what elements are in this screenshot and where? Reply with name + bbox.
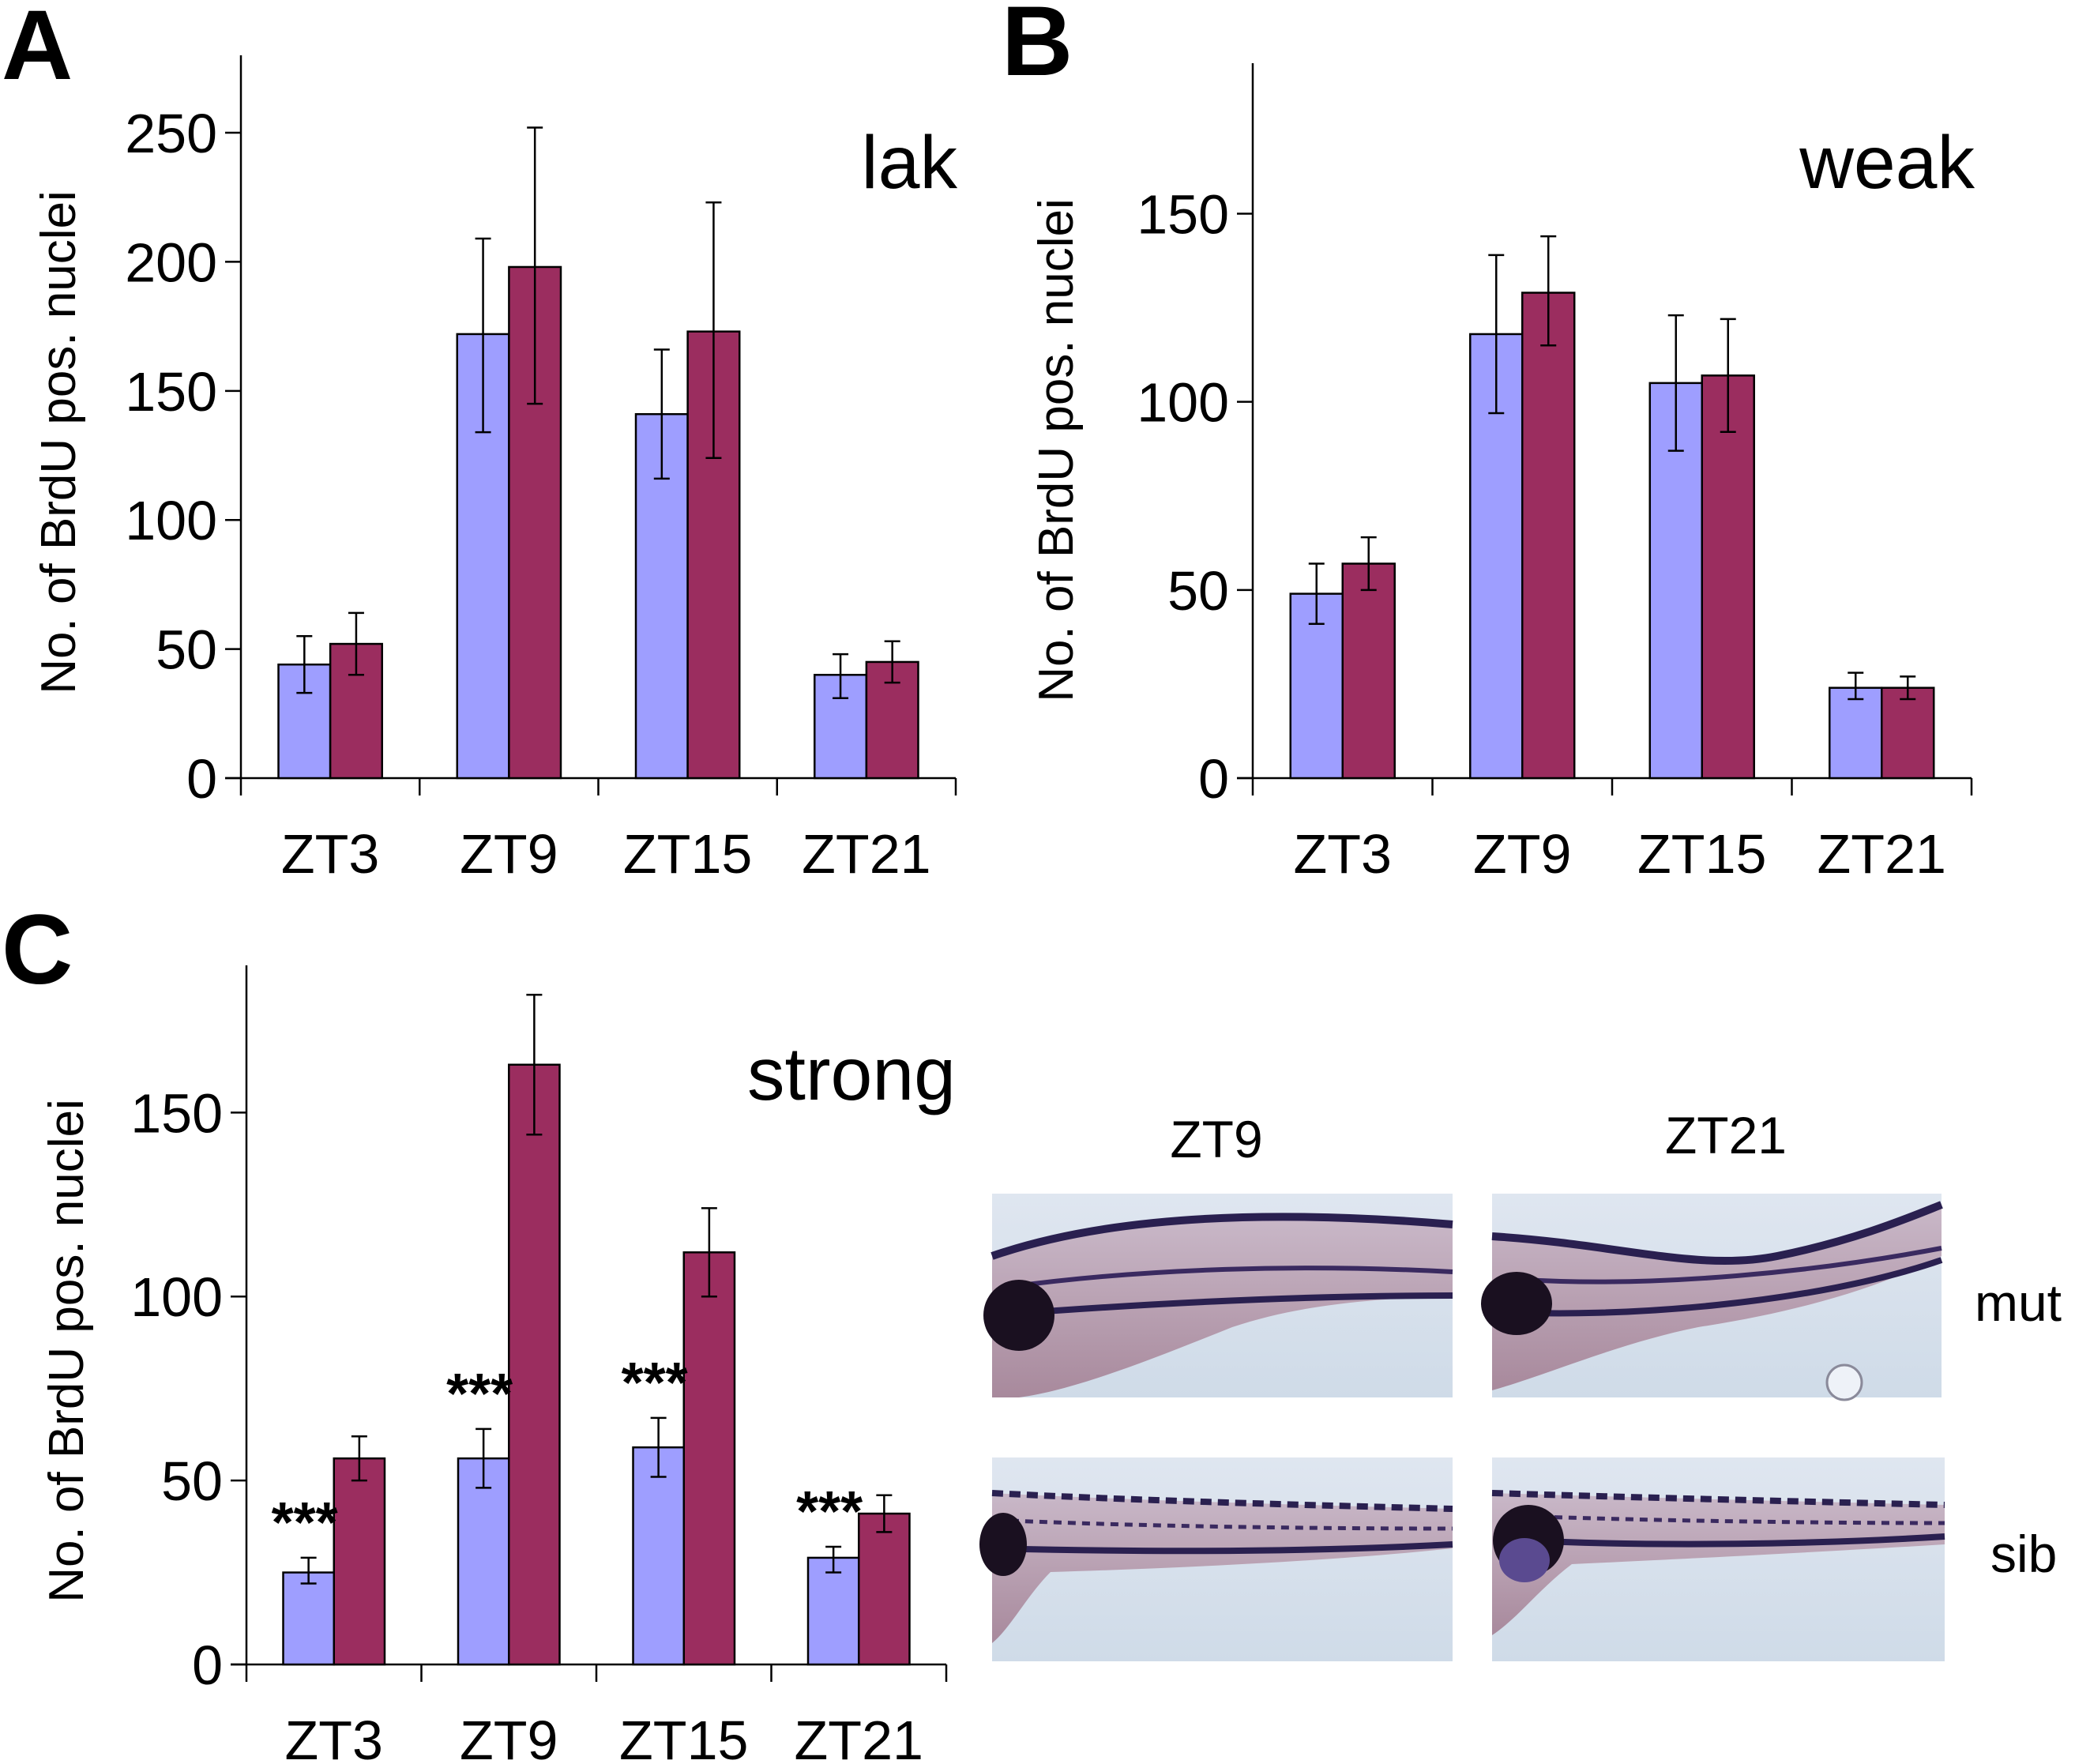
bar-zt3-series-2 [333,1457,386,1666]
bar-zt15-series-2 [682,1251,736,1666]
y-tick-label: 0 [192,1634,223,1696]
bar-zt9-series-2 [1521,291,1576,780]
photo-column-label-zt21: ZT21 [1665,1106,1787,1164]
photo-row-label-mut: mut [1975,1273,2062,1332]
x-category-label: ZT9 [1473,823,1571,885]
photo-mut-zt9 [983,1194,1453,1397]
photo-row-label-sib: sib [1990,1525,2057,1583]
panel-letter-b: B [1002,0,1073,96]
x-category-label: ZT3 [281,823,379,885]
bar-zt3-series-1 [282,1571,336,1666]
y-tick-label: 50 [156,619,217,681]
x-category-label: ZT15 [619,1709,748,1764]
bar-zt9-series-2 [508,1063,561,1666]
x-category-label: ZT21 [802,823,930,885]
panel-letter-a: A [2,0,73,100]
y-axis-label: No. of BrdU pos. nuclei [1029,198,1084,702]
x-category-label: ZT21 [795,1709,923,1764]
photo-mut-zt21 [1481,1194,1943,1401]
y-tick-label: 100 [130,1266,223,1328]
y-tick-label: 50 [1167,560,1229,622]
chart-title: weak [1799,121,1975,205]
bar-zt15-series-1 [632,1446,686,1666]
y-tick-label: 250 [125,103,217,164]
chart-title: lak [862,121,958,205]
bar-zt21-series-1 [1829,686,1883,780]
bar-zt21-series-2 [1881,686,1935,780]
y-tick-label: 0 [186,748,217,810]
significance-stars: *** [622,1352,688,1415]
chart-title: strong [747,1032,956,1116]
y-tick-label: 150 [125,361,217,423]
bar-zt9-series-1 [457,1457,510,1666]
y-tick-label: 150 [130,1082,223,1144]
panel-letter-c: C [2,895,73,1005]
y-tick-label: 100 [125,490,217,551]
bar-zt21-series-2 [858,1512,911,1666]
significance-stars: *** [796,1480,863,1544]
x-category-label: ZT3 [285,1709,383,1764]
x-category-label: ZT15 [1637,823,1766,885]
y-tick-label: 150 [1137,184,1229,246]
bar-zt15-series-2 [1701,374,1755,780]
chart-panel-b: 0 50 100 150 ZT3 ZT9 ZT15 ZT21 weak No. of BrdU p… [1029,63,1975,885]
photo-sib-zt21 [1491,1457,1945,1661]
significance-stars: *** [446,1363,513,1426]
photo-panel: ZT9 ZT21 mut sib [979,1106,2062,1661]
x-category-label: ZT9 [460,823,558,885]
y-tick-label: 100 [1137,372,1229,434]
significance-stars: *** [272,1491,338,1555]
x-category-label: ZT3 [1294,823,1392,885]
x-category-label: ZT21 [1818,823,1946,885]
bar-zt21-series-1 [806,1556,860,1666]
chart-panel-c: 0 50 100 150 ZT3 ZT9 ZT15 ZT21 *** *** *** *** stron… [39,965,956,1764]
x-category-label: ZT9 [460,1709,558,1764]
x-category-label: ZT15 [623,823,752,885]
photo-column-label-zt9: ZT9 [1170,1110,1262,1168]
y-axis-label: No. of BrdU pos. nuclei [32,190,86,694]
y-tick-label: 0 [1198,748,1229,810]
y-tick-label: 50 [161,1450,223,1512]
photo-sib-zt9 [979,1457,1453,1661]
y-axis-label: No. of BrdU pos. nuclei [39,1099,94,1603]
chart-panel-a: 0 50 100 150 200 250 ZT3 ZT9 ZT15 ZT21 lak No. of B… [32,55,957,885]
y-tick-label: 200 [125,231,217,293]
bar-zt3-series-2 [1341,562,1396,780]
